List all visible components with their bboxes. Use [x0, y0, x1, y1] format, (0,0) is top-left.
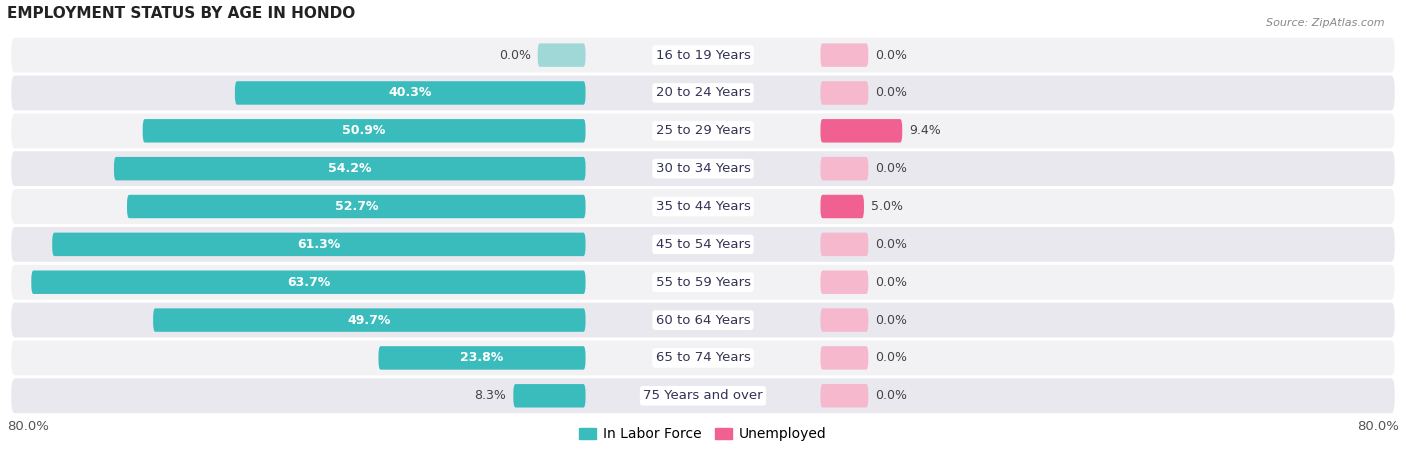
FancyBboxPatch shape	[235, 81, 585, 105]
Text: 0.0%: 0.0%	[876, 276, 907, 289]
Text: 16 to 19 Years: 16 to 19 Years	[655, 49, 751, 62]
FancyBboxPatch shape	[378, 346, 585, 369]
FancyBboxPatch shape	[11, 189, 1395, 224]
Text: 80.0%: 80.0%	[1357, 420, 1399, 433]
Text: 5.0%: 5.0%	[870, 200, 903, 213]
FancyBboxPatch shape	[821, 384, 869, 408]
Text: 45 to 54 Years: 45 to 54 Years	[655, 238, 751, 251]
Text: 8.3%: 8.3%	[474, 389, 506, 402]
FancyBboxPatch shape	[513, 384, 585, 408]
FancyBboxPatch shape	[11, 151, 1395, 186]
FancyBboxPatch shape	[11, 113, 1395, 148]
Text: 0.0%: 0.0%	[876, 238, 907, 251]
Text: 25 to 29 Years: 25 to 29 Years	[655, 124, 751, 137]
Text: 49.7%: 49.7%	[347, 314, 391, 327]
FancyBboxPatch shape	[127, 195, 585, 218]
FancyBboxPatch shape	[52, 233, 585, 256]
FancyBboxPatch shape	[821, 81, 869, 105]
FancyBboxPatch shape	[11, 341, 1395, 375]
Text: 0.0%: 0.0%	[876, 162, 907, 175]
FancyBboxPatch shape	[821, 308, 869, 332]
FancyBboxPatch shape	[821, 119, 903, 143]
FancyBboxPatch shape	[11, 378, 1395, 413]
Text: 52.7%: 52.7%	[335, 200, 378, 213]
Text: 54.2%: 54.2%	[328, 162, 371, 175]
FancyBboxPatch shape	[114, 157, 585, 180]
Text: 50.9%: 50.9%	[343, 124, 385, 137]
FancyBboxPatch shape	[142, 119, 585, 143]
Legend: In Labor Force, Unemployed: In Labor Force, Unemployed	[574, 422, 832, 447]
Text: 80.0%: 80.0%	[7, 420, 49, 433]
Text: 61.3%: 61.3%	[297, 238, 340, 251]
FancyBboxPatch shape	[537, 43, 585, 67]
Text: 0.0%: 0.0%	[499, 49, 530, 62]
Text: Source: ZipAtlas.com: Source: ZipAtlas.com	[1267, 18, 1385, 28]
Text: 0.0%: 0.0%	[876, 389, 907, 402]
Text: 60 to 64 Years: 60 to 64 Years	[655, 314, 751, 327]
Text: 65 to 74 Years: 65 to 74 Years	[655, 351, 751, 364]
FancyBboxPatch shape	[11, 303, 1395, 338]
FancyBboxPatch shape	[821, 233, 869, 256]
FancyBboxPatch shape	[821, 157, 869, 180]
Text: 0.0%: 0.0%	[876, 351, 907, 364]
Text: 40.3%: 40.3%	[388, 86, 432, 99]
FancyBboxPatch shape	[11, 76, 1395, 110]
FancyBboxPatch shape	[31, 270, 585, 294]
Text: 0.0%: 0.0%	[876, 86, 907, 99]
Text: 63.7%: 63.7%	[287, 276, 330, 289]
FancyBboxPatch shape	[11, 38, 1395, 72]
Text: 9.4%: 9.4%	[910, 124, 941, 137]
FancyBboxPatch shape	[153, 308, 585, 332]
Text: 30 to 34 Years: 30 to 34 Years	[655, 162, 751, 175]
FancyBboxPatch shape	[11, 227, 1395, 262]
Text: 23.8%: 23.8%	[460, 351, 503, 364]
FancyBboxPatch shape	[821, 43, 869, 67]
FancyBboxPatch shape	[11, 265, 1395, 300]
FancyBboxPatch shape	[821, 195, 863, 218]
Text: EMPLOYMENT STATUS BY AGE IN HONDO: EMPLOYMENT STATUS BY AGE IN HONDO	[7, 6, 356, 21]
Text: 35 to 44 Years: 35 to 44 Years	[655, 200, 751, 213]
FancyBboxPatch shape	[821, 346, 869, 369]
Text: 0.0%: 0.0%	[876, 49, 907, 62]
Text: 75 Years and over: 75 Years and over	[643, 389, 763, 402]
Text: 0.0%: 0.0%	[876, 314, 907, 327]
FancyBboxPatch shape	[821, 270, 869, 294]
Text: 20 to 24 Years: 20 to 24 Years	[655, 86, 751, 99]
Text: 55 to 59 Years: 55 to 59 Years	[655, 276, 751, 289]
